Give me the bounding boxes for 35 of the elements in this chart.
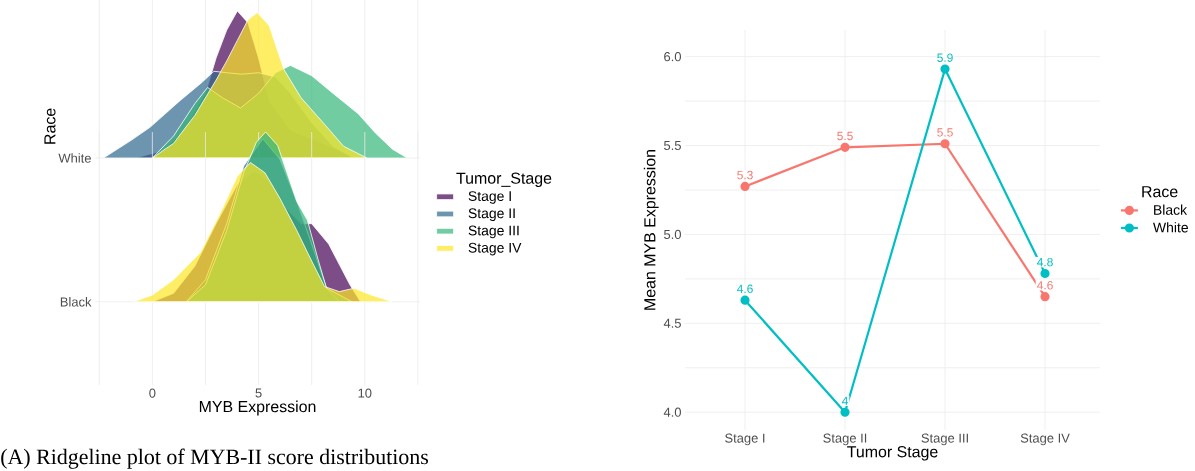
y-tick-label: 4.5 [663, 318, 681, 328]
data-label: 4.8 [1036, 257, 1053, 267]
data-label: 5.5 [837, 131, 853, 141]
legend-title: Race [1142, 186, 1178, 198]
legend-label: Stage IV [468, 242, 522, 256]
x-tick-label: Stage II [823, 433, 867, 446]
y-tick-label: 6.0 [664, 52, 681, 62]
data-label: 4.6 [736, 284, 753, 294]
x-tick-label: 5 [255, 388, 262, 398]
text: (A) Ridgeline plot of MYB-II score distributions [1, 448, 428, 469]
y-tick-label: 4.0 [663, 407, 681, 417]
y-axis-title: Mean MYB Expression [643, 149, 659, 310]
x-axis-title: Tumor Stage [847, 446, 938, 461]
y-tick-label: 5.5 [664, 141, 681, 151]
x-tick-label: Stage III [921, 433, 968, 446]
x-tick-label: Stage I [725, 433, 765, 446]
data-label: 5.3 [737, 170, 753, 180]
data-label: 4.6 [1036, 281, 1053, 290]
legend-label: White [1153, 222, 1188, 233]
text: White [58, 153, 91, 163]
text: Black [60, 297, 92, 307]
legend-label: Stage III [468, 225, 519, 239]
legend-label: Stage I [468, 191, 511, 204]
x-tick-label: 10 [358, 388, 372, 398]
legend-title: Tumor_Stage [456, 172, 552, 187]
x-tick-label: Stage IV [1020, 433, 1070, 446]
data-label: 5.9 [937, 53, 953, 62]
data-label: 4 [841, 396, 848, 406]
y-tick-label: 5.0 [664, 229, 681, 240]
legend-label: Stage II [468, 208, 515, 221]
data-label: 5.5 [937, 128, 953, 137]
x-tick-label: 0 [149, 388, 156, 398]
legend-label: Black [1154, 204, 1188, 215]
x-axis-title: MYB Expression [199, 400, 316, 416]
y-axis-title: Race [44, 108, 56, 144]
